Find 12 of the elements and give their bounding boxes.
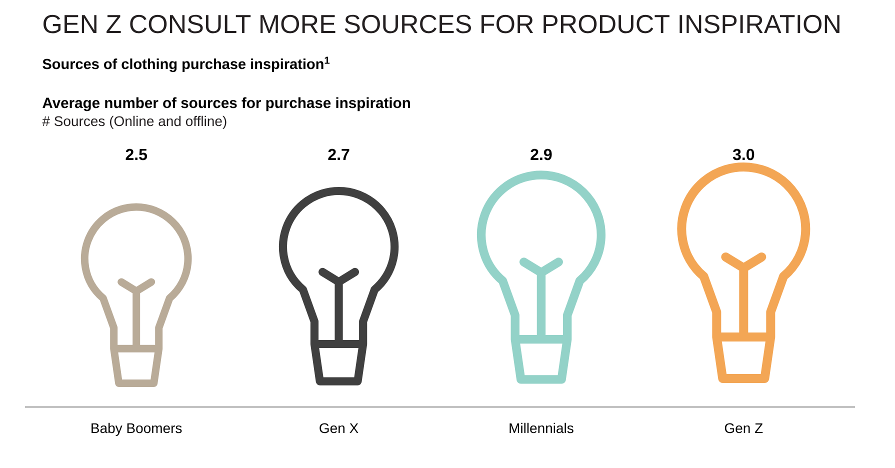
text: Average number of sources for purchase inspiration (42, 97, 410, 112)
text: GEN Z CONSULT MORE SOURCES FOR PRODUCT INSPIRATION (44, 14, 840, 34)
text: Sources of clothing purchase inspiration$^{1}$ (42, 56, 330, 72)
category-label: Gen Z (724, 423, 763, 434)
data-label: 3.0 (732, 148, 754, 160)
category-label: Gen X (320, 423, 358, 434)
data-label: 2.5 (126, 148, 148, 160)
category-label: Baby Boomers (92, 422, 182, 436)
data-label: 2.9 (530, 148, 552, 160)
category-label: Millennials (510, 422, 574, 434)
data-label: 2.7 (328, 148, 350, 160)
text: # Sources (Online and offline) (42, 116, 226, 129)
